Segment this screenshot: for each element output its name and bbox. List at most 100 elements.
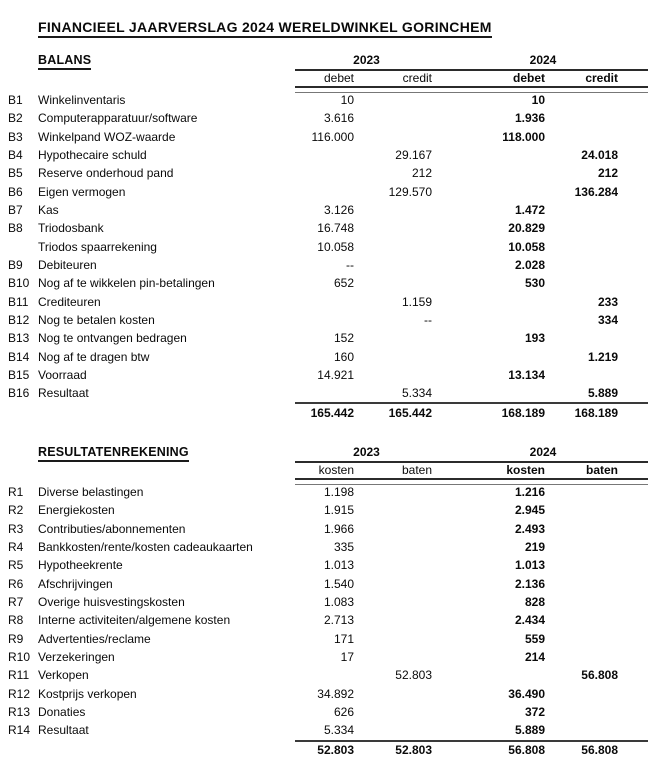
row-code: B14 [8, 349, 30, 364]
table-row: B15 Voorraad 14.921 13.134 [8, 366, 648, 384]
table-row: R14 Resultaat 5.334 5.889 [8, 721, 648, 739]
table-row: R1 Diverse belastingen 1.198 1.216 [8, 483, 648, 501]
value-cell: 1.472 [514, 203, 545, 218]
value-cell: 118.000 [502, 129, 545, 144]
table-row: R12 Kostprijs verkopen 34.892 36.490 [8, 684, 648, 702]
row-label: Resultaat [38, 386, 89, 401]
value-cell: 1.216 [514, 485, 545, 500]
value-cell: 2.493 [514, 521, 545, 536]
row-label: Kas [38, 203, 59, 218]
row-label: Eigen vermogen [38, 184, 126, 199]
table-row: R4 Bankkosten/rente/kosten cadeaukaarten 3… [8, 538, 648, 556]
rr-total-kosten-2023: 52.803 [317, 743, 354, 757]
value-cell: 214 [524, 649, 545, 664]
row-label: Nog te ontvangen bedragen [38, 331, 187, 346]
value-cell: 3.126 [323, 203, 354, 218]
value-cell: 1.915 [323, 503, 354, 518]
value-cell: 334 [597, 312, 618, 327]
row-code: B6 [8, 184, 23, 199]
row-label: Computerapparatuur/software [38, 111, 198, 126]
value-cell: 2.713 [323, 613, 354, 628]
rr-header-rule [295, 478, 648, 485]
row-label: Hypothecaire schuld [38, 148, 147, 163]
row-label: Winkelinventaris [38, 93, 126, 108]
row-code: B9 [8, 257, 23, 272]
table-row: R8 Interne activiteiten/algemene kosten 2.… [8, 611, 648, 629]
balans-year-2023: 2023 [353, 53, 380, 67]
value-cell: 1.219 [587, 349, 618, 364]
rr-total-baten-2024: 56.808 [581, 743, 618, 757]
table-row: R11 Verkopen 52.803 56.808 [8, 666, 648, 684]
row-code: R1 [8, 485, 24, 500]
row-label: Advertenties/reclame [38, 631, 151, 646]
value-cell: 219 [524, 540, 545, 555]
balans-totals-rule [295, 402, 648, 405]
table-row: R2 Energiekosten 1.915 2.945 [8, 501, 648, 519]
value-cell: 1.936 [514, 111, 545, 126]
row-label: Interne activiteiten/algemene kosten [38, 613, 231, 628]
balans-total-debet-2024: 168.189 [501, 405, 545, 420]
value-cell: 2.028 [514, 257, 545, 272]
row-label: Nog af te wikkelen pin-betalingen [38, 276, 215, 291]
row-code: B12 [8, 312, 30, 327]
value-cell: 56.808 [581, 668, 618, 683]
table-row: B9 Debiteuren -- 2.028 [8, 256, 648, 274]
row-code: R11 [8, 668, 30, 683]
row-code: R6 [8, 576, 24, 591]
resultatenrekening-section: RESULTATENREKENING 2023 2024 kosten bate… [8, 445, 648, 757]
table-row: B5 Reserve onderhoud pand 212 212 [8, 164, 648, 182]
value-cell: 1.159 [401, 294, 432, 309]
row-label: Hypotheekrente [38, 558, 123, 573]
row-code: B10 [8, 276, 30, 291]
rr-total-baten-2023: 52.803 [395, 743, 432, 757]
value-cell: 530 [524, 276, 545, 291]
value-cell: 1.083 [323, 595, 354, 610]
row-code: R3 [8, 521, 24, 536]
row-label: Energiekosten [38, 503, 115, 518]
value-cell: 10.058 [317, 239, 354, 254]
row-code: B13 [8, 331, 30, 346]
table-row: B4 Hypothecaire schuld 29.167 24.018 [8, 146, 648, 164]
rr-rows: R1 Diverse belastingen 1.198 1.216 R2 Energie… [8, 483, 648, 739]
table-row: R5 Hypotheekrente 1.013 1.013 [8, 556, 648, 574]
row-code: B1 [8, 93, 23, 108]
value-cell: 116.000 [311, 129, 355, 144]
row-label: Triodosbank [38, 221, 104, 236]
balans-years-rule [295, 69, 648, 71]
row-label: Bankkosten/rente/kosten cadeaukaarten [38, 540, 253, 555]
balans-total-credit-2023: 165.442 [388, 405, 432, 420]
value-cell: 171 [333, 631, 354, 646]
row-code: R7 [8, 595, 24, 610]
value-cell: 5.334 [401, 386, 432, 401]
table-row: R3 Contributies/abonnementen 1.966 2.493 [8, 520, 648, 538]
value-cell: 1.198 [323, 485, 354, 500]
row-label: Resultaat [38, 723, 89, 738]
col-header-baten-2023: baten [401, 462, 432, 477]
balans-total-debet-2023: 165.442 [310, 405, 354, 420]
row-code: B4 [8, 148, 23, 163]
row-code: R8 [8, 613, 24, 628]
table-row: B16 Resultaat 5.334 5.889 [8, 384, 648, 402]
table-row: B14 Nog af te dragen btw 160 1.219 [8, 347, 648, 365]
value-cell: 129.570 [388, 184, 432, 199]
rr-column-headers: kosten baten kosten baten [8, 462, 648, 477]
rr-year-2024: 2024 [529, 445, 557, 459]
row-label: Nog te betalen kosten [38, 312, 155, 327]
table-row: R9 Advertenties/reclame 171 559 [8, 630, 648, 648]
value-cell: 2.434 [514, 613, 545, 628]
balans-header-rule [295, 86, 648, 93]
value-cell: 559 [524, 631, 545, 646]
col-header-credit-2024: credit [585, 70, 618, 85]
value-cell: 29.167 [395, 148, 432, 163]
table-row: B13 Nog te ontvangen bedragen 152 193 [8, 329, 648, 347]
col-header-kosten-2023: kosten [318, 462, 354, 477]
row-code: R9 [8, 631, 24, 646]
value-cell: 52.803 [395, 668, 432, 683]
value-cell: 233 [597, 294, 618, 309]
table-row: B10 Nog af te wikkelen pin-betalingen 652 5… [8, 274, 648, 292]
value-cell: 5.334 [323, 723, 354, 738]
value-cell: 152 [333, 331, 354, 346]
value-cell: 10.058 [508, 239, 545, 254]
row-code: B7 [8, 203, 23, 218]
row-code: B5 [8, 166, 23, 181]
